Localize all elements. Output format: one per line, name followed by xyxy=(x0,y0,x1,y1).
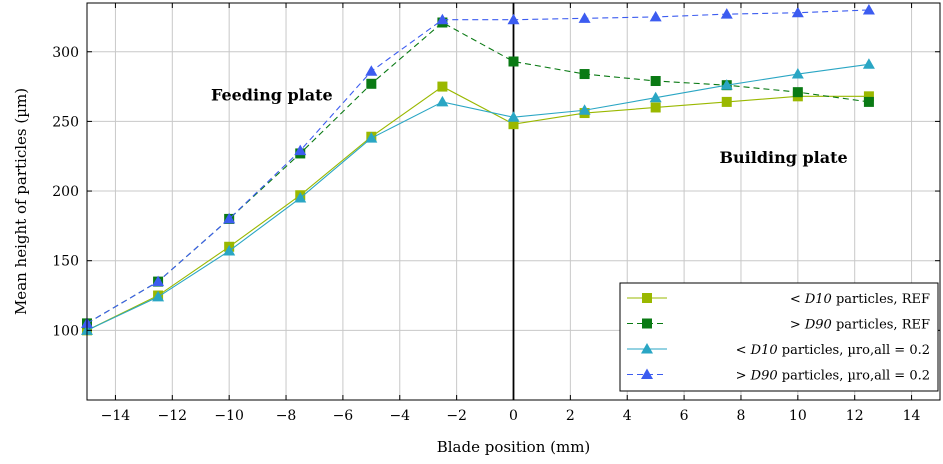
legend-label: > D90 particles, µro,all = 0.2 xyxy=(736,369,930,384)
x-tick-label: −14 xyxy=(101,408,131,424)
y-tick-label: 150 xyxy=(52,254,79,270)
x-tick-label: −4 xyxy=(389,408,410,424)
series-line xyxy=(86,85,869,331)
data-point xyxy=(507,13,520,25)
x-tick-label: −10 xyxy=(214,408,244,424)
y-tick-label: 300 xyxy=(52,45,79,61)
legend-marker xyxy=(642,293,652,303)
data-point xyxy=(720,79,733,90)
data-point xyxy=(294,192,307,203)
series-3 xyxy=(81,58,875,335)
annotation-feeding-plate: Feeding plate xyxy=(211,86,333,105)
x-tick-label: −2 xyxy=(446,408,467,424)
x-tick-label: 0 xyxy=(509,408,518,424)
legend-entry: < D10 particles, REF xyxy=(627,292,930,307)
legend-entry: > D90 particles, µro,all = 0.2 xyxy=(627,368,930,384)
legend-marker xyxy=(641,343,653,354)
data-point xyxy=(365,65,378,76)
data-point xyxy=(649,10,662,22)
data-point xyxy=(721,96,732,107)
legend-box xyxy=(619,282,939,392)
x-tick-label: 6 xyxy=(680,408,689,424)
x-tick-label: 8 xyxy=(737,408,746,424)
data-point xyxy=(152,275,165,287)
data-point xyxy=(508,119,519,130)
y-tick-label: 200 xyxy=(52,184,79,200)
data-point xyxy=(294,144,307,156)
legend-label: < D10 particles, REF xyxy=(790,292,930,307)
x-tick-label: −12 xyxy=(158,408,188,424)
legend-entry: < D10 particles, µro,all = 0.2 xyxy=(627,343,930,358)
data-point xyxy=(507,111,520,122)
data-point xyxy=(791,6,804,18)
data-point xyxy=(792,87,803,98)
legend-label: > D90 particles, REF xyxy=(790,318,930,333)
data-point xyxy=(863,96,874,107)
series-layer xyxy=(81,3,875,336)
data-point xyxy=(223,244,236,256)
legend-marker xyxy=(642,318,652,329)
y-tick-label: 100 xyxy=(52,323,79,339)
legend: < D10 particles, REF > D90 particles, REF… xyxy=(619,282,939,392)
legend-marker xyxy=(641,368,653,379)
data-point xyxy=(720,8,733,19)
x-tick-label: 2 xyxy=(566,408,575,424)
data-point xyxy=(649,91,662,103)
data-point xyxy=(223,212,236,224)
series-line xyxy=(86,63,869,331)
series-2 xyxy=(82,17,874,329)
data-point xyxy=(650,102,661,113)
y-axis-label: Mean height of particles (µm) xyxy=(12,88,30,315)
data-point xyxy=(863,91,874,102)
data-point xyxy=(366,78,377,89)
series-line xyxy=(86,9,869,324)
data-point xyxy=(862,3,875,15)
data-point xyxy=(579,69,590,80)
x-tick-label: 12 xyxy=(846,408,864,424)
x-tick-label: 10 xyxy=(789,408,807,424)
data-point xyxy=(436,95,449,107)
series-4 xyxy=(81,3,875,328)
legend-label: < D10 particles, µro,all = 0.2 xyxy=(736,343,930,358)
x-tick-label: 4 xyxy=(623,408,632,424)
x-axis-label: Blade position (mm) xyxy=(437,438,591,456)
x-tick-label: 14 xyxy=(903,408,921,424)
data-point xyxy=(437,81,448,92)
data-point xyxy=(791,68,804,79)
x-tick-label: −8 xyxy=(276,408,297,424)
data-point xyxy=(650,76,661,87)
data-point xyxy=(578,104,591,115)
series-line xyxy=(86,21,869,324)
data-point xyxy=(578,12,591,23)
annotation-building-plate: Building plate xyxy=(720,148,848,167)
legend-entry: > D90 particles, REF xyxy=(627,318,930,333)
data-point xyxy=(152,290,165,302)
data-point xyxy=(862,58,875,69)
axis-ticks: −14 −12 −10 −8 −6 −4 −2 0 2 4 6 8 10 12 14 100 150 200 250… xyxy=(52,3,940,424)
data-point xyxy=(508,56,519,67)
y-tick-label: 250 xyxy=(52,114,79,130)
data-point xyxy=(365,132,378,143)
data-point xyxy=(436,13,449,25)
x-tick-label: −6 xyxy=(333,408,354,424)
